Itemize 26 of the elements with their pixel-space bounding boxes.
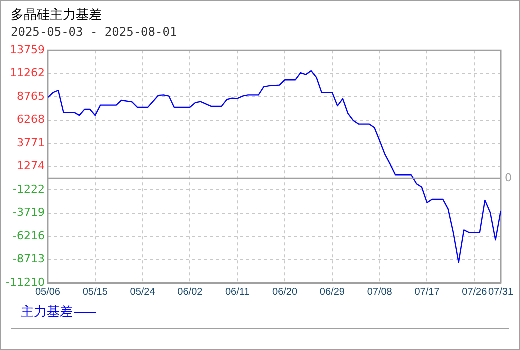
- chart-title: 多晶硅主力基差: [11, 7, 102, 24]
- legend-label: 主力基差: [21, 304, 73, 321]
- y-tick-label: 8765: [16, 90, 45, 103]
- x-tick-label: 07/08: [367, 286, 393, 298]
- y-tick-label: -6216: [12, 229, 45, 242]
- y-tick-label: -1222: [12, 182, 45, 196]
- x-tick-label: 06/02: [178, 286, 204, 298]
- y-tick-label: 1274: [16, 160, 45, 173]
- y-tick-label: 11262: [10, 66, 45, 80]
- y-tick-label: 13759: [10, 43, 45, 56]
- y-tick-label: 3771: [16, 136, 45, 150]
- y-tick-label: -8713: [12, 252, 45, 266]
- x-tick-label: 06/20: [272, 286, 298, 298]
- x-tick-label: 06/29: [320, 286, 346, 298]
- x-tick-label: 06/11: [225, 286, 250, 298]
- ref-line-label: 0: [505, 172, 512, 185]
- x-tick-label: 05/15: [82, 286, 108, 298]
- x-tick-label: 07/26: [462, 286, 488, 298]
- x-tick-label: 05/24: [130, 286, 156, 298]
- y-tick-label: 6268: [16, 113, 45, 126]
- chart-subtitle: 2025-05-03 - 2025-08-01: [11, 25, 178, 39]
- y-tick-label: -3719: [12, 206, 45, 220]
- y-tick-label: -11210: [6, 276, 45, 289]
- x-tick-label: 05/06: [35, 286, 61, 298]
- x-tick-label: 07/17: [414, 286, 440, 298]
- x-tick-label: 07/31: [488, 286, 514, 298]
